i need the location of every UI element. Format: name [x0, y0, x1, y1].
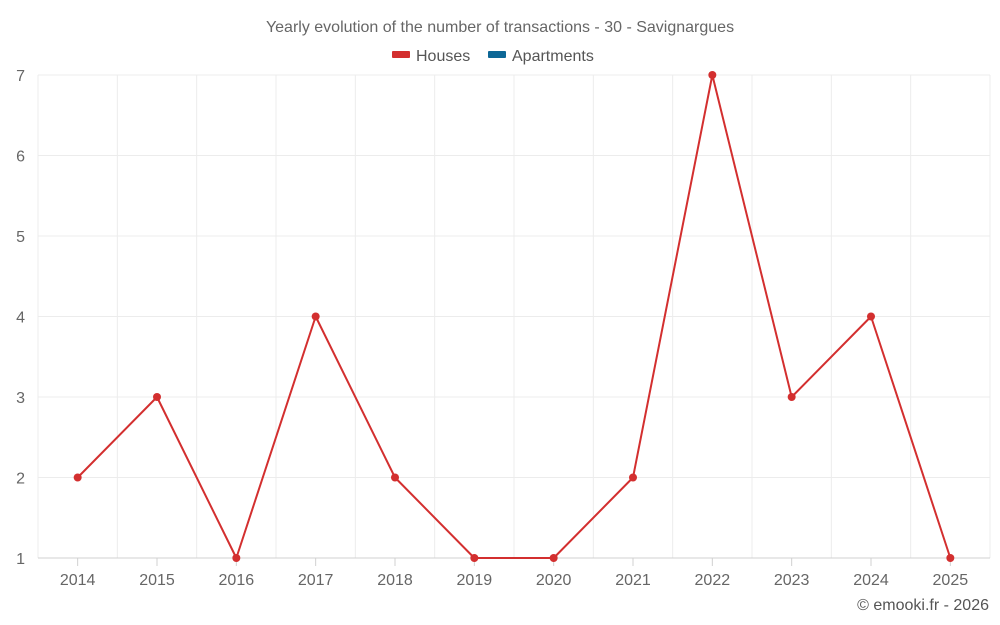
- x-tick-label: 2016: [219, 572, 255, 589]
- y-axis: 1 2 3 4 5 6 7: [16, 68, 25, 568]
- series-line-houses: [76, 74, 952, 559]
- x-tick-label: 2017: [298, 572, 334, 589]
- y-tick-label: 7: [16, 68, 25, 85]
- y-tick-label: 4: [16, 310, 25, 327]
- data-point-houses-2020[interactable]: [549, 554, 558, 562]
- data-point-houses-2016[interactable]: [232, 554, 241, 562]
- x-tick-label: 2020: [536, 572, 572, 589]
- data-point-houses-2014[interactable]: [73, 473, 82, 482]
- legend[interactable]: Houses Apartments: [392, 48, 594, 65]
- data-point-houses-2024[interactable]: [867, 312, 875, 321]
- legend-label-houses: Houses: [416, 48, 470, 65]
- series-houses: [73, 71, 955, 562]
- data-point-houses-2021[interactable]: [629, 473, 637, 482]
- chart-title: Yearly evolution of the number of transa…: [266, 19, 734, 36]
- legend-item-houses[interactable]: Houses: [392, 48, 470, 65]
- legend-item-apartments[interactable]: Apartments: [488, 48, 594, 65]
- y-tick-label: 3: [16, 390, 25, 407]
- y-tick-label: 5: [16, 229, 25, 246]
- data-point-houses-2015[interactable]: [153, 393, 161, 401]
- x-tick-label: 2018: [377, 572, 413, 589]
- legend-swatch-houses: [392, 51, 410, 58]
- credit-text: © emooki.fr - 2026: [857, 597, 989, 614]
- data-point-houses-2017[interactable]: [311, 312, 320, 321]
- legend-label-apartments: Apartments: [512, 48, 594, 65]
- x-tick-label: 2025: [933, 572, 969, 589]
- legend-swatch-apartments: [488, 51, 506, 58]
- data-point-houses-2023[interactable]: [787, 393, 796, 401]
- data-point-houses-2022[interactable]: [708, 71, 717, 79]
- y-tick-label: 1: [16, 551, 25, 568]
- x-tick-label: 2014: [60, 572, 96, 589]
- grid: [37, 74, 991, 558]
- y-tick-label: 2: [16, 471, 25, 488]
- x-tick-label: 2023: [774, 572, 810, 589]
- x-tick-label: 2021: [615, 572, 651, 589]
- data-point-houses-2018[interactable]: [391, 473, 399, 482]
- data-point-houses-2025[interactable]: [946, 554, 955, 562]
- x-tick-label: 2019: [457, 572, 493, 589]
- data-point-houses-2019[interactable]: [470, 554, 479, 562]
- x-tick-label: 2022: [695, 572, 731, 589]
- y-tick-label: 6: [16, 149, 25, 166]
- x-tick-label: 2015: [139, 572, 175, 589]
- x-tick-label: 2024: [853, 572, 889, 589]
- x-axis: 2014 2015 2016 2017 2018 2019 2020 2021 2022 2023…: [38, 557, 990, 589]
